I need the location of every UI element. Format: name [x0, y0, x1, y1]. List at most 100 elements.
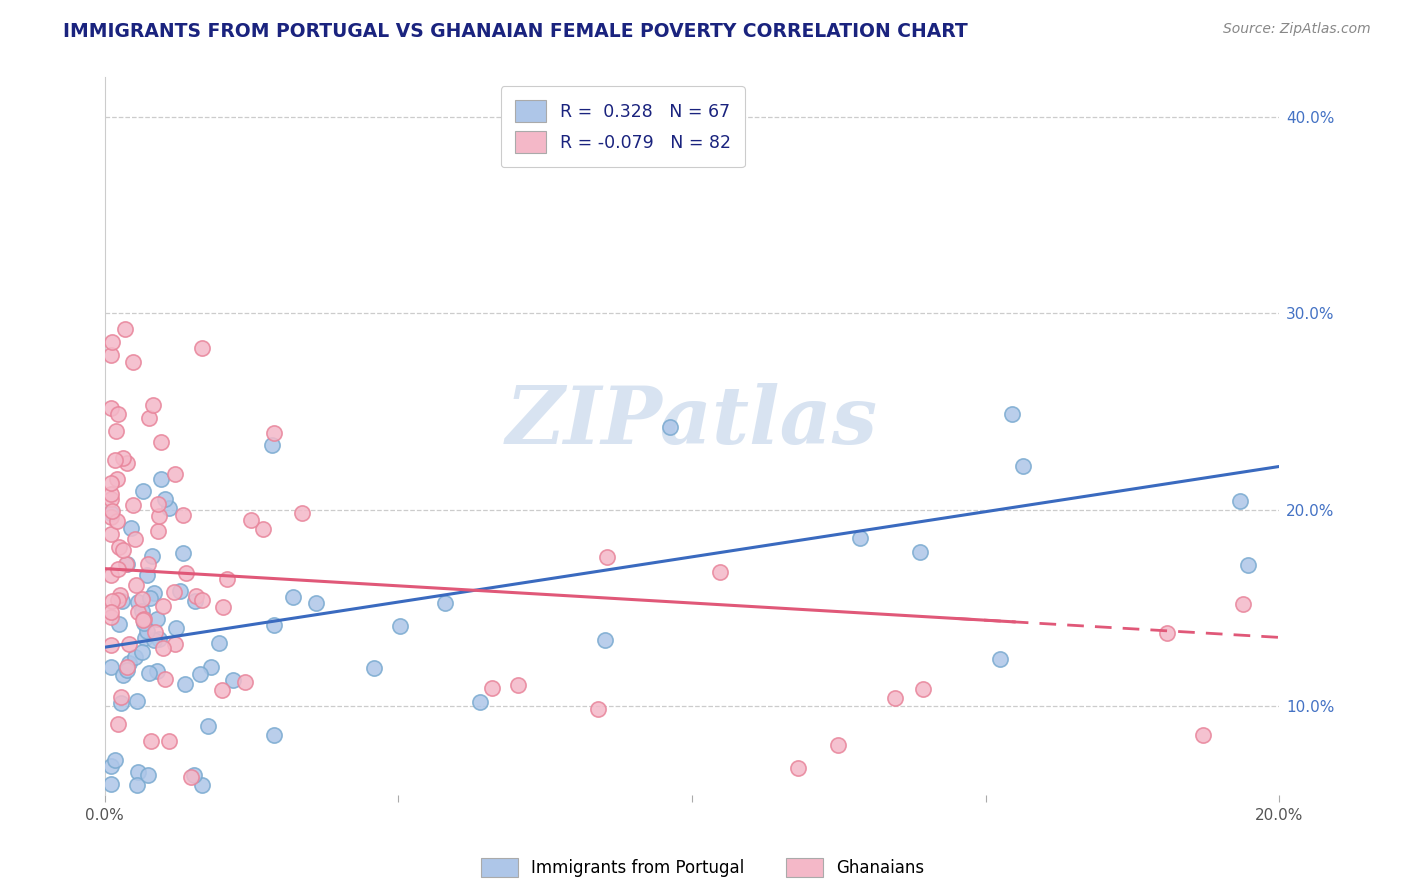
- Point: [884, 690, 907, 705]
- Point: [152, 599, 174, 614]
- Legend: R =  0.328   N = 67, R = -0.079   N = 82: R = 0.328 N = 67, R = -0.079 N = 82: [501, 87, 745, 167]
- Point: [115, 660, 138, 674]
- Point: [1232, 597, 1254, 611]
- Point: [115, 557, 138, 571]
- Point: [100, 475, 122, 490]
- Point: [153, 672, 176, 686]
- Point: [709, 565, 731, 579]
- Point: [107, 540, 129, 554]
- Point: [211, 600, 233, 615]
- Point: [305, 596, 328, 610]
- Point: [122, 355, 145, 369]
- Point: [132, 615, 155, 630]
- Point: [100, 568, 122, 582]
- Point: [172, 546, 194, 560]
- Point: [148, 632, 170, 646]
- Point: [100, 491, 122, 506]
- Point: [100, 660, 122, 674]
- Point: [222, 673, 245, 687]
- Point: [142, 632, 165, 647]
- Point: [260, 438, 283, 452]
- Point: [191, 593, 214, 607]
- Point: [131, 592, 153, 607]
- Point: [263, 426, 285, 441]
- Point: [208, 636, 231, 650]
- Point: [115, 456, 138, 470]
- Point: [659, 419, 682, 434]
- Point: [200, 660, 222, 674]
- Point: [163, 467, 186, 481]
- Point: [586, 702, 609, 716]
- Point: [117, 656, 139, 670]
- Point: [1156, 625, 1178, 640]
- Point: [105, 425, 128, 439]
- Point: [117, 663, 139, 677]
- Point: [388, 619, 411, 633]
- Point: [184, 594, 207, 608]
- Point: [138, 411, 160, 425]
- Point: [283, 590, 305, 604]
- Point: [173, 677, 195, 691]
- Point: [157, 500, 180, 515]
- Point: [127, 764, 149, 779]
- Point: [136, 624, 159, 638]
- Point: [1237, 558, 1260, 572]
- Point: [141, 734, 163, 748]
- Point: [508, 678, 530, 692]
- Point: [125, 578, 148, 592]
- Point: [363, 661, 385, 675]
- Point: [132, 613, 155, 627]
- Point: [114, 322, 136, 336]
- Point: [127, 694, 149, 708]
- Point: [233, 674, 256, 689]
- Point: [100, 777, 122, 791]
- Point: [107, 593, 129, 607]
- Point: [165, 621, 187, 635]
- Point: [100, 507, 122, 521]
- Point: [148, 509, 170, 524]
- Point: [849, 532, 872, 546]
- Point: [100, 348, 122, 362]
- Point: [211, 683, 233, 698]
- Point: [110, 696, 132, 710]
- Point: [101, 504, 124, 518]
- Point: [100, 526, 122, 541]
- Point: [911, 681, 934, 696]
- Point: [595, 633, 617, 648]
- Point: [988, 652, 1011, 666]
- Point: [163, 585, 186, 599]
- Point: [910, 545, 932, 559]
- Point: [183, 768, 205, 782]
- Point: [169, 584, 191, 599]
- Point: [434, 596, 457, 610]
- Point: [149, 435, 172, 450]
- Point: [100, 487, 122, 501]
- Point: [100, 638, 122, 652]
- Point: [131, 604, 153, 618]
- Point: [127, 595, 149, 609]
- Point: [104, 453, 127, 467]
- Text: Source: ZipAtlas.com: Source: ZipAtlas.com: [1223, 22, 1371, 37]
- Point: [595, 549, 617, 564]
- Text: ZIPatlas: ZIPatlas: [506, 383, 879, 460]
- Point: [143, 624, 166, 639]
- Point: [240, 513, 263, 527]
- Point: [191, 341, 214, 355]
- Point: [180, 770, 202, 784]
- Point: [1192, 728, 1215, 742]
- Point: [110, 594, 132, 608]
- Point: [157, 734, 180, 748]
- Point: [112, 543, 135, 558]
- Point: [481, 681, 503, 695]
- Text: IMMIGRANTS FROM PORTUGAL VS GHANAIAN FEMALE POVERTY CORRELATION CHART: IMMIGRANTS FROM PORTUGAL VS GHANAIAN FEM…: [63, 22, 967, 41]
- Point: [291, 506, 314, 520]
- Point: [149, 472, 172, 486]
- Point: [148, 524, 170, 538]
- Point: [114, 557, 136, 571]
- Point: [107, 717, 129, 731]
- Point: [100, 509, 122, 524]
- Point: [124, 532, 146, 546]
- Point: [118, 636, 141, 650]
- Point: [184, 589, 207, 603]
- Point: [1012, 459, 1035, 474]
